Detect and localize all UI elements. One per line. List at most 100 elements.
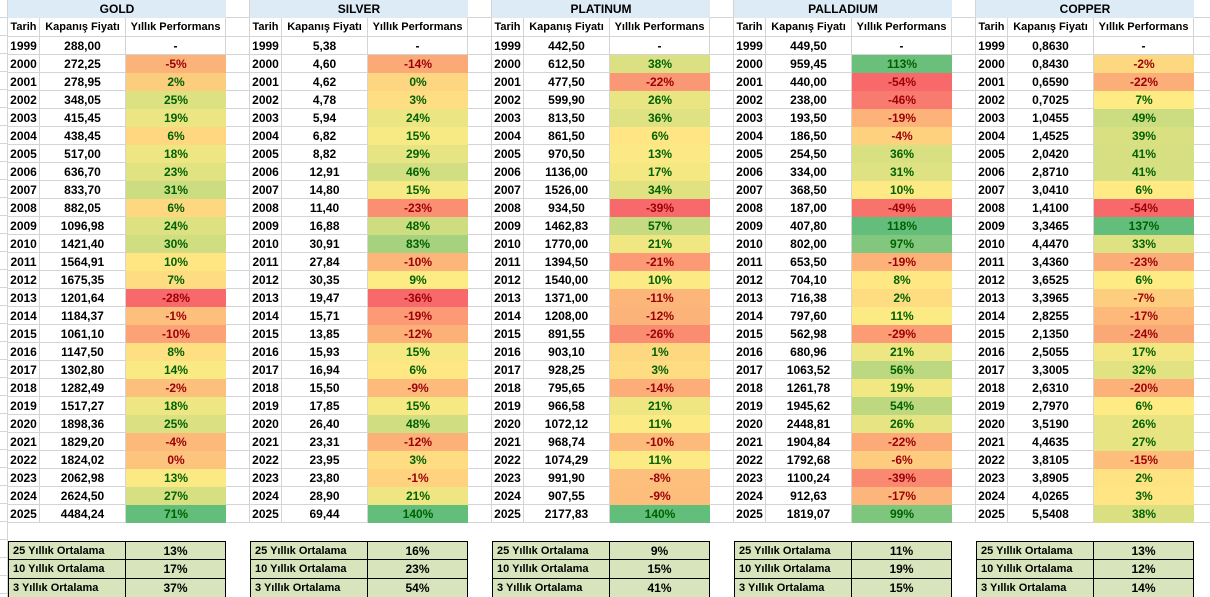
year-cell[interactable]: 2018 xyxy=(250,379,282,397)
price-cell[interactable]: 1,4525 xyxy=(1008,127,1094,145)
price-cell[interactable]: 680,96 xyxy=(766,343,852,361)
price-cell[interactable]: 1,0455 xyxy=(1008,109,1094,127)
year-cell[interactable]: 2023 xyxy=(976,469,1008,487)
perf-cell[interactable]: 26% xyxy=(852,415,952,433)
perf-cell[interactable]: 10% xyxy=(610,271,710,289)
perf-cell[interactable]: 38% xyxy=(1094,505,1194,523)
perf-cell[interactable]: 2% xyxy=(852,289,952,307)
summary-label[interactable]: 3 Yıllık Ortalama xyxy=(250,579,368,597)
perf-cell[interactable]: -19% xyxy=(852,253,952,271)
price-cell[interactable]: 891,55 xyxy=(524,325,610,343)
price-cell[interactable]: 991,90 xyxy=(524,469,610,487)
year-cell[interactable]: 2011 xyxy=(976,253,1008,271)
price-cell[interactable]: 186,50 xyxy=(766,127,852,145)
perf-cell[interactable]: 18% xyxy=(126,397,226,415)
price-cell[interactable]: 903,10 xyxy=(524,343,610,361)
summary-value[interactable]: 11% xyxy=(852,541,952,560)
price-cell[interactable]: 2,7970 xyxy=(1008,397,1094,415)
perf-cell[interactable]: 6% xyxy=(126,127,226,145)
price-cell[interactable]: 14,80 xyxy=(282,181,368,199)
price-cell[interactable]: 2,0420 xyxy=(1008,145,1094,163)
price-cell[interactable]: 966,58 xyxy=(524,397,610,415)
price-cell[interactable]: 1096,98 xyxy=(40,217,126,235)
price-cell[interactable]: 928,25 xyxy=(524,361,610,379)
summary-value[interactable]: 16% xyxy=(368,541,468,560)
perf-cell[interactable]: -23% xyxy=(1094,253,1194,271)
year-cell[interactable]: 2001 xyxy=(250,73,282,91)
perf-cell[interactable]: 25% xyxy=(126,91,226,109)
price-cell[interactable]: 11,40 xyxy=(282,199,368,217)
perf-cell[interactable]: -5% xyxy=(126,55,226,73)
year-cell[interactable]: 2025 xyxy=(976,505,1008,523)
col-header-performance[interactable]: Yıllık Performans xyxy=(126,18,226,37)
summary-value[interactable]: 19% xyxy=(852,560,952,579)
year-cell[interactable]: 2002 xyxy=(250,91,282,109)
price-cell[interactable]: 2,5055 xyxy=(1008,343,1094,361)
perf-cell[interactable]: 49% xyxy=(1094,109,1194,127)
summary-label[interactable]: 25 Yıllık Ortalama xyxy=(976,541,1094,560)
price-cell[interactable]: 23,80 xyxy=(282,469,368,487)
summary-label[interactable]: 10 Yıllık Ortalama xyxy=(976,560,1094,579)
year-cell[interactable]: 2016 xyxy=(734,343,766,361)
price-cell[interactable]: 477,50 xyxy=(524,73,610,91)
year-cell[interactable]: 2000 xyxy=(8,55,40,73)
year-cell[interactable]: 2023 xyxy=(8,469,40,487)
summary-label[interactable]: 10 Yıllık Ortalama xyxy=(492,560,610,579)
year-cell[interactable]: 2011 xyxy=(492,253,524,271)
price-cell[interactable]: 1184,37 xyxy=(40,307,126,325)
perf-cell[interactable]: 71% xyxy=(126,505,226,523)
year-cell[interactable]: 2008 xyxy=(976,199,1008,217)
perf-cell[interactable]: - xyxy=(852,37,952,55)
perf-cell[interactable]: 26% xyxy=(610,91,710,109)
price-cell[interactable]: 653,50 xyxy=(766,253,852,271)
price-cell[interactable]: 15,71 xyxy=(282,307,368,325)
perf-cell[interactable]: 13% xyxy=(126,469,226,487)
table-title[interactable]: GOLD xyxy=(8,0,226,18)
perf-cell[interactable]: 19% xyxy=(852,379,952,397)
perf-cell[interactable]: 17% xyxy=(1094,343,1194,361)
col-header-price[interactable]: Kapanış Fiyatı xyxy=(524,18,610,37)
summary-value[interactable]: 14% xyxy=(1094,579,1194,597)
price-cell[interactable]: 28,90 xyxy=(282,487,368,505)
year-cell[interactable]: 2017 xyxy=(250,361,282,379)
perf-cell[interactable]: 21% xyxy=(610,397,710,415)
perf-cell[interactable]: 7% xyxy=(1094,91,1194,109)
perf-cell[interactable]: 0% xyxy=(126,451,226,469)
col-header-date[interactable]: Tarih xyxy=(976,18,1008,37)
year-cell[interactable]: 2024 xyxy=(8,487,40,505)
year-cell[interactable]: 2010 xyxy=(976,235,1008,253)
perf-cell[interactable]: 41% xyxy=(1094,145,1194,163)
perf-cell[interactable]: 56% xyxy=(852,361,952,379)
price-cell[interactable]: 407,80 xyxy=(766,217,852,235)
year-cell[interactable]: 2021 xyxy=(492,433,524,451)
year-cell[interactable]: 2007 xyxy=(8,181,40,199)
year-cell[interactable]: 2021 xyxy=(976,433,1008,451)
price-cell[interactable]: 16,88 xyxy=(282,217,368,235)
year-cell[interactable]: 1999 xyxy=(8,37,40,55)
perf-cell[interactable]: 137% xyxy=(1094,217,1194,235)
price-cell[interactable]: 4,62 xyxy=(282,73,368,91)
price-cell[interactable]: 2,8255 xyxy=(1008,307,1094,325)
perf-cell[interactable]: -28% xyxy=(126,289,226,307)
year-cell[interactable]: 2016 xyxy=(250,343,282,361)
perf-cell[interactable]: -4% xyxy=(126,433,226,451)
perf-cell[interactable]: -22% xyxy=(610,73,710,91)
summary-value[interactable]: 54% xyxy=(368,579,468,597)
price-cell[interactable]: 1824,02 xyxy=(40,451,126,469)
price-cell[interactable]: 1792,68 xyxy=(766,451,852,469)
perf-cell[interactable]: 19% xyxy=(126,109,226,127)
year-cell[interactable]: 2015 xyxy=(976,325,1008,343)
col-header-performance[interactable]: Yıllık Performans xyxy=(368,18,468,37)
perf-cell[interactable]: 6% xyxy=(1094,181,1194,199)
year-cell[interactable]: 2020 xyxy=(8,415,40,433)
price-cell[interactable]: 0,7025 xyxy=(1008,91,1094,109)
price-cell[interactable]: 1302,80 xyxy=(40,361,126,379)
year-cell[interactable]: 2001 xyxy=(734,73,766,91)
summary-label[interactable]: 25 Yıllık Ortalama xyxy=(734,541,852,560)
year-cell[interactable]: 2018 xyxy=(492,379,524,397)
year-cell[interactable]: 2008 xyxy=(8,199,40,217)
year-cell[interactable]: 2005 xyxy=(492,145,524,163)
perf-cell[interactable]: 17% xyxy=(610,163,710,181)
year-cell[interactable]: 2022 xyxy=(492,451,524,469)
price-cell[interactable]: 797,60 xyxy=(766,307,852,325)
